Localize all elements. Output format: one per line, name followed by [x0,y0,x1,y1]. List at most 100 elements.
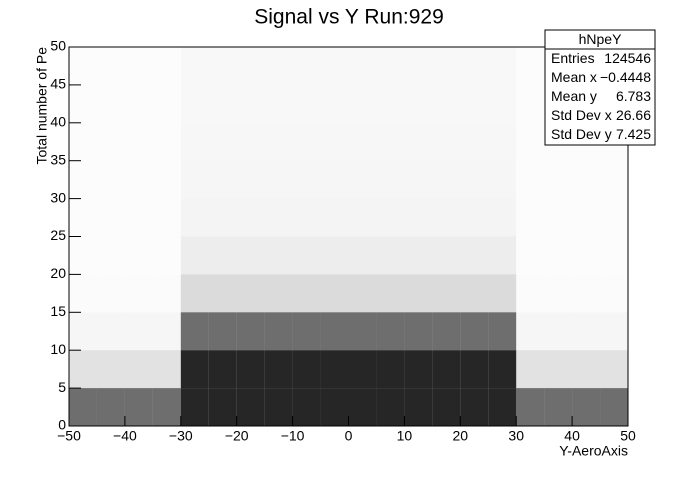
x-tick-label: −20 [225,428,249,444]
stats-value: −0.4448 [600,69,651,85]
y-tick-label: 20 [50,265,66,281]
stats-label: Std Dev y [551,126,612,142]
density-cell [404,236,433,275]
density-cell [544,388,573,426]
density-cell [600,312,628,350]
density-cell [236,312,265,351]
stats-label: Mean x [551,69,597,85]
density-cell [96,388,125,426]
density-cell [544,161,572,199]
density-cell [376,161,404,199]
density-cell [488,236,517,275]
density-cell [208,312,237,351]
density-cell [208,198,237,237]
density-cell [153,199,181,237]
density-cell [432,350,461,389]
y-tick-label: 40 [50,114,66,130]
density-cell [349,85,377,123]
y-tick-label: 30 [50,189,66,205]
density-cell [69,199,97,237]
x-tick-label: −40 [113,428,137,444]
density-cell [292,274,321,313]
density-cell [572,237,600,275]
density-cell [264,198,293,237]
density-cell [97,85,125,123]
density-cell [404,47,432,85]
density-cell [460,85,488,123]
density-cell [180,312,209,351]
density-cell [600,199,628,237]
density-cell [321,161,349,199]
density-cell [292,350,321,389]
density-cell [460,123,488,161]
density-cell [125,274,153,312]
density-cell [209,47,237,85]
density-cell [460,198,489,237]
density-cell [544,312,572,350]
density-cell [69,312,97,350]
density-cell [125,312,153,350]
density-cell [488,274,517,313]
density-cell [404,350,433,389]
chart-title: Signal vs Y Run:929 [254,6,444,29]
density-cell [293,47,321,85]
density-cell [488,161,516,199]
density-cell [180,388,209,426]
density-cell [153,274,181,312]
density-cell [264,388,293,426]
density-cell [153,312,181,350]
density-cell [97,312,125,350]
density-cell [125,161,153,199]
density-cell [320,312,349,351]
y-axis-label: Total number of Pe [34,47,50,165]
density-cell [516,123,544,161]
density-cell [180,274,209,313]
density-cell [264,274,293,313]
density-cell [321,47,349,85]
density-cell [488,47,516,85]
density-cell [180,236,209,275]
density-cell [460,350,489,389]
density-cell [125,85,153,123]
y-tick-label: 15 [50,303,66,319]
y-tick-label: 25 [50,227,66,243]
density-cell [600,237,628,275]
density-cell [69,47,97,85]
density-cell [572,199,600,237]
density-cell [572,312,600,350]
density-cell [488,312,517,351]
density-cell [404,85,432,123]
density-cell [516,350,545,389]
density-cell [69,274,97,312]
density-cell [376,198,405,237]
density-cell [488,388,517,426]
x-tick-label: 0 [345,428,353,444]
stats-value: 124546 [604,50,651,66]
density-cell [516,199,544,237]
density-cell [460,161,488,199]
density-cell [181,161,209,199]
density-cell [153,237,181,275]
density-cell [432,123,460,161]
density-cell [153,47,181,85]
density-cell [97,47,125,85]
density-cell [516,274,544,312]
density-cell [124,350,153,389]
density-cell [152,388,181,426]
density-cell [292,312,321,351]
density-cell [488,123,516,161]
density-cell [348,274,377,313]
density-cell [208,388,237,426]
y-tick-label: 45 [50,76,66,92]
density-cell [432,388,461,426]
density-cell [152,350,181,389]
density-cell [600,274,628,312]
density-cell [237,123,265,161]
density-cell [348,198,377,237]
density-cell [292,388,321,426]
density-cell [209,161,237,199]
density-cell [237,47,265,85]
density-cell [97,274,125,312]
density-cell [404,123,432,161]
density-cell [432,198,461,237]
